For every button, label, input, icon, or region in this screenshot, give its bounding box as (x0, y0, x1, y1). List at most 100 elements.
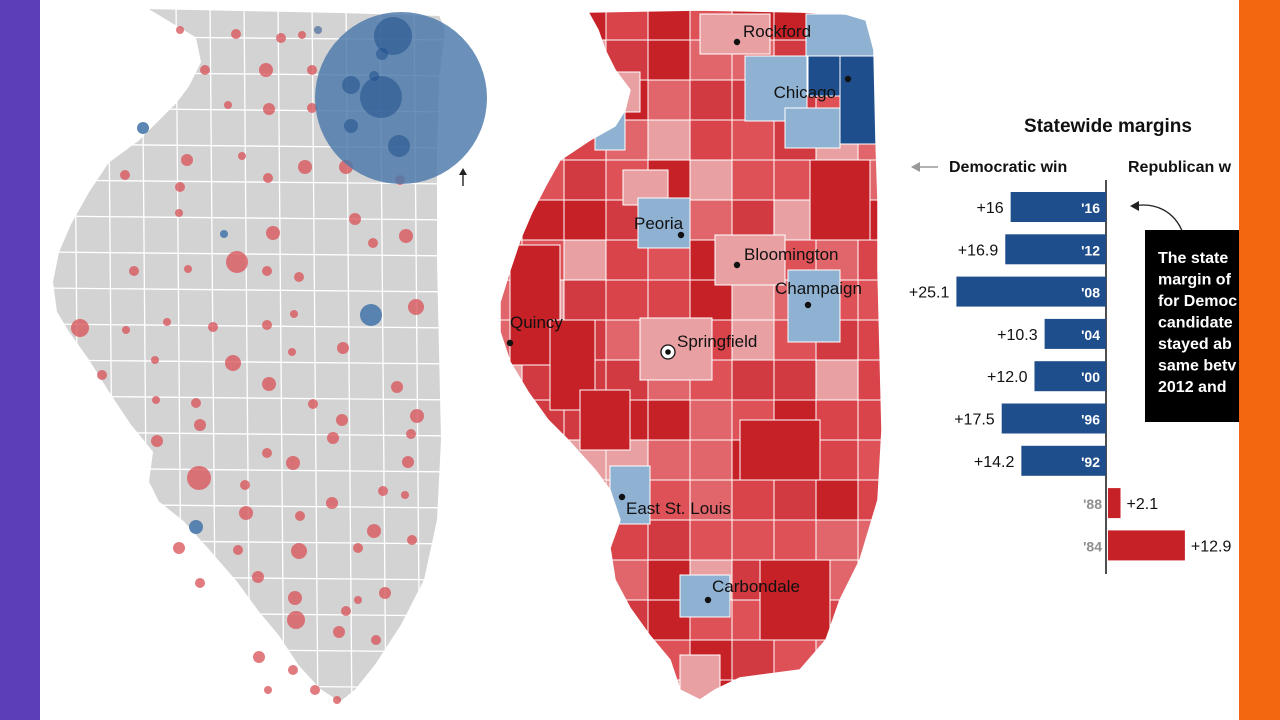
county-tile (521, 639, 565, 681)
callout-text: for Democ (1158, 293, 1237, 310)
county-tile (857, 359, 882, 401)
city-label: Carbondale (712, 577, 800, 596)
republican-bubble (187, 466, 211, 490)
callout-text: stayed ab (1158, 336, 1232, 353)
republican-bubble (231, 29, 241, 39)
republican-bubble (122, 326, 130, 334)
county-tile (500, 199, 523, 241)
democratic-bar (1005, 234, 1106, 265)
republican-bubble (200, 65, 210, 75)
county-tile (731, 279, 775, 321)
year-label: '16 (1081, 200, 1100, 216)
republican-bubble (368, 238, 378, 248)
county-tile (689, 279, 733, 321)
county-tile (521, 679, 565, 700)
democratic-bar (1010, 192, 1106, 222)
county-tile (521, 10, 565, 41)
republican-bubble (71, 319, 89, 337)
year-label: '88 (1083, 496, 1102, 512)
republican-bubble (294, 272, 304, 282)
republican-bubble (336, 414, 348, 426)
county-tile (500, 39, 523, 81)
county-tile (500, 399, 523, 441)
republican-bubble (333, 696, 341, 704)
republican-bubble (349, 213, 361, 225)
republican-bubble (371, 635, 381, 645)
republican-bubble (175, 182, 185, 192)
margin-value-label: +12.9 (1191, 538, 1232, 555)
republican-bubble (288, 348, 296, 356)
bubble-map (50, 6, 487, 705)
county-tile (521, 159, 565, 201)
county-tile (759, 559, 831, 641)
republican-bubble (173, 542, 185, 554)
margin-value-label: +25.1 (909, 285, 950, 302)
left-frame-bar (0, 0, 40, 720)
city-label: Chicago (774, 83, 836, 102)
right-frame-bar (1239, 0, 1280, 720)
county-tile (521, 559, 565, 601)
county-tile (731, 359, 775, 401)
republican-bubble (378, 486, 388, 496)
republican-bubble (407, 535, 417, 545)
democratic-bubble (137, 122, 149, 134)
republican-bubble (333, 626, 345, 638)
republican-bubble (176, 26, 184, 34)
county-tile (839, 55, 881, 145)
county-tile (647, 279, 691, 321)
callout-text: 2012 and (1158, 379, 1226, 396)
county-tile (521, 79, 565, 121)
republican-bubble (151, 435, 163, 447)
county-tile (647, 39, 691, 81)
democratic-bubble (344, 119, 358, 133)
republican-bubble (337, 342, 349, 354)
county-tile (731, 119, 775, 161)
republican-bubble (194, 419, 206, 431)
county-tile (699, 13, 771, 55)
election-visualization: Rockford Chicago Peoria Bloomington Champaig… (40, 0, 1239, 720)
democratic-bubble (369, 71, 379, 81)
republican-bubble (290, 310, 298, 318)
city-dot (844, 75, 852, 83)
county-tile (857, 239, 882, 281)
margin-value-label: +17.5 (954, 412, 995, 429)
county-tile (731, 159, 775, 201)
republican-bubble (286, 456, 300, 470)
county-tile (521, 439, 565, 481)
city-label: Quincy (510, 313, 563, 332)
county-line (52, 359, 446, 365)
republican-bar (1108, 530, 1185, 561)
county-tile (815, 359, 859, 401)
year-label: '12 (1081, 242, 1100, 258)
county-tile (647, 519, 691, 561)
year-label: '04 (1081, 327, 1100, 343)
county-tile (563, 679, 607, 700)
county-tiles (500, 10, 882, 700)
county-tile (500, 10, 523, 41)
county-line (73, 8, 81, 703)
republican-bubble (263, 103, 275, 115)
county-tile (605, 639, 649, 681)
county-tile (857, 599, 882, 641)
county-line (311, 8, 319, 703)
democratic-bubble (388, 135, 410, 157)
republican-bubble (259, 63, 273, 77)
republican-bubble (307, 65, 317, 75)
county-tile (563, 239, 607, 281)
republican-bubble (264, 686, 272, 694)
republican-bubble (353, 543, 363, 553)
city-label: Champaign (775, 279, 862, 298)
county-tile (500, 559, 523, 601)
county-line (52, 323, 446, 329)
county-line (52, 251, 446, 257)
democratic-bar (956, 276, 1106, 307)
county-tile (563, 79, 607, 121)
callout-box (1145, 230, 1239, 422)
city-dot (733, 261, 741, 269)
democratic-bar (1034, 361, 1106, 392)
republican-bubble (240, 480, 250, 490)
republican-bubble (408, 299, 424, 315)
republican-bubble (379, 587, 391, 599)
republican-bubble (151, 356, 159, 364)
county-tile (815, 479, 859, 521)
